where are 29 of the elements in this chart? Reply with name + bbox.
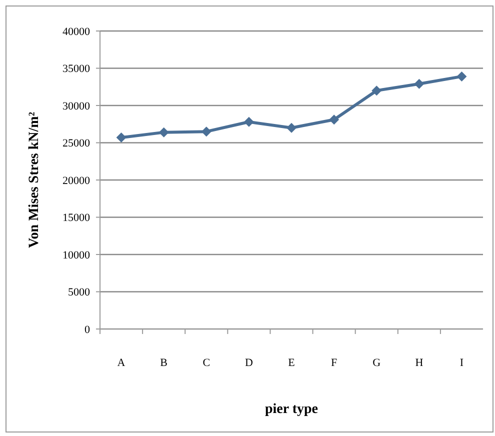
point — [201, 126, 212, 137]
y-tick-label: 30000 — [62, 100, 90, 112]
y-tick-label: 15000 — [62, 212, 90, 224]
y-tick-label: 10000 — [62, 249, 90, 262]
y-tick-label: 35000 — [62, 63, 90, 76]
x-tick-label: A — [117, 357, 126, 369]
y-tick-label: 40000 — [62, 26, 90, 38]
point — [372, 86, 382, 96]
point — [414, 78, 424, 89]
point — [456, 71, 467, 82]
y-axis-title: Von Mises Stres kN/m² — [27, 112, 42, 248]
y-tick-label: 0 — [84, 324, 90, 336]
point — [158, 127, 169, 138]
x-tick-label: H — [415, 357, 424, 369]
point — [244, 116, 254, 127]
x-tick-label: I — [460, 357, 464, 369]
point — [286, 122, 296, 133]
x-tick-label: F — [330, 357, 338, 369]
y-tick-label: 20000 — [62, 174, 90, 187]
point — [329, 114, 340, 125]
point — [116, 132, 126, 143]
x-tick-label: G — [372, 357, 381, 369]
x-tick-label: E — [288, 357, 296, 369]
x-tick-label: C — [202, 357, 210, 369]
x-axis-title: pier type — [264, 402, 318, 417]
y-tick-label: 25000 — [62, 138, 90, 150]
x-tick-label: D — [244, 357, 253, 369]
x-tick-label: B — [160, 357, 168, 369]
y-tick-label: 5000 — [68, 286, 90, 299]
